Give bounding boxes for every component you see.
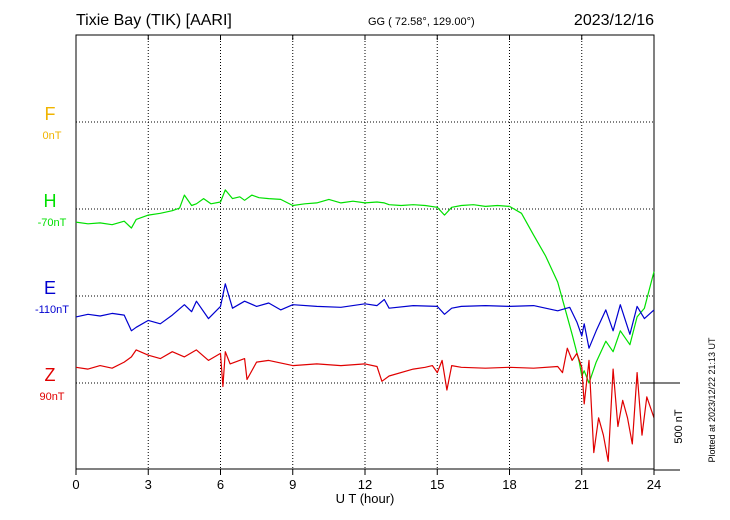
trace-H	[75, 189, 655, 384]
x-tick-label-9: 9	[289, 477, 296, 492]
component-baseline-Z: 90nT	[39, 391, 64, 403]
x-tick-label-12: 12	[358, 477, 372, 492]
x-axis-label: U T (hour)	[336, 491, 395, 506]
x-tick-label-18: 18	[502, 477, 516, 492]
scale-bar-label: 500 nT	[673, 409, 685, 444]
x-tick-label-3: 3	[145, 477, 152, 492]
component-name-Z: Z	[45, 365, 56, 385]
component-name-H: H	[44, 191, 57, 211]
traces	[75, 189, 655, 462]
component-baseline-H: -70nT	[38, 217, 67, 229]
grid-lines	[76, 35, 654, 469]
scale-bar: 500 nT	[640, 382, 685, 471]
trace-Z	[75, 347, 655, 462]
component-labels: F 0nT H -70nT E -110nT Z 90nT	[35, 104, 69, 403]
x-tick-label-15: 15	[430, 477, 444, 492]
trace-E	[75, 283, 655, 349]
plotted-at-note: Plotted at 2023/12/22 21:13 UT	[707, 337, 717, 463]
x-axis: 0 3 6 9 12 15 18 21 24	[72, 35, 661, 492]
component-name-E: E	[44, 278, 56, 298]
station-coordinates: GG ( 72.58°, 129.00°)	[368, 16, 475, 28]
component-baseline-F: 0nT	[43, 130, 62, 142]
x-tick-label-24: 24	[647, 477, 661, 492]
plot-date: 2023/12/16	[574, 12, 654, 29]
component-name-F: F	[45, 104, 56, 124]
x-tick-label-21: 21	[575, 477, 589, 492]
x-tick-label-6: 6	[217, 477, 224, 492]
component-baseline-E: -110nT	[35, 304, 69, 316]
station-title: Tixie Bay (TIK) [AARI]	[76, 12, 232, 29]
x-tick-label-0: 0	[72, 477, 79, 492]
